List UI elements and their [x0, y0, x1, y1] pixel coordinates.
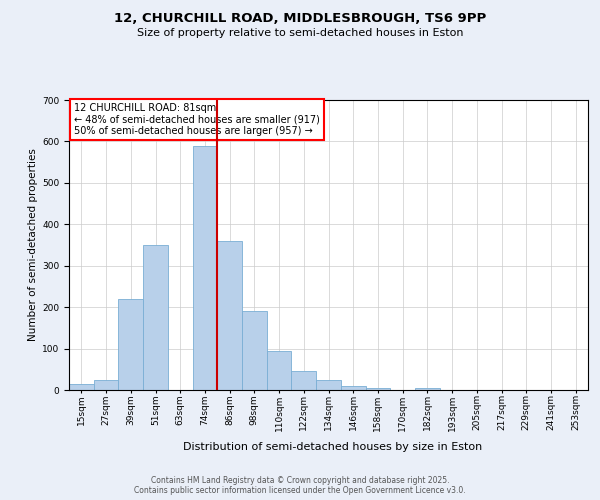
Bar: [267, 350, 292, 390]
Bar: [94, 380, 118, 390]
Text: Contains HM Land Registry data © Crown copyright and database right 2025.
Contai: Contains HM Land Registry data © Crown c…: [134, 476, 466, 495]
Text: 12 CHURCHILL ROAD: 81sqm
← 48% of semi-detached houses are smaller (917)
50% of : 12 CHURCHILL ROAD: 81sqm ← 48% of semi-d…: [74, 103, 320, 136]
Bar: [143, 245, 168, 390]
Bar: [193, 146, 217, 390]
Bar: [365, 388, 390, 390]
Bar: [118, 299, 143, 390]
Bar: [316, 380, 341, 390]
Bar: [341, 386, 365, 390]
Text: Distribution of semi-detached houses by size in Eston: Distribution of semi-detached houses by …: [184, 442, 482, 452]
Bar: [415, 388, 440, 390]
Bar: [242, 312, 267, 390]
Y-axis label: Number of semi-detached properties: Number of semi-detached properties: [28, 148, 38, 342]
Text: Size of property relative to semi-detached houses in Eston: Size of property relative to semi-detach…: [137, 28, 463, 38]
Bar: [292, 372, 316, 390]
Bar: [69, 384, 94, 390]
Text: 12, CHURCHILL ROAD, MIDDLESBROUGH, TS6 9PP: 12, CHURCHILL ROAD, MIDDLESBROUGH, TS6 9…: [114, 12, 486, 26]
Bar: [217, 241, 242, 390]
